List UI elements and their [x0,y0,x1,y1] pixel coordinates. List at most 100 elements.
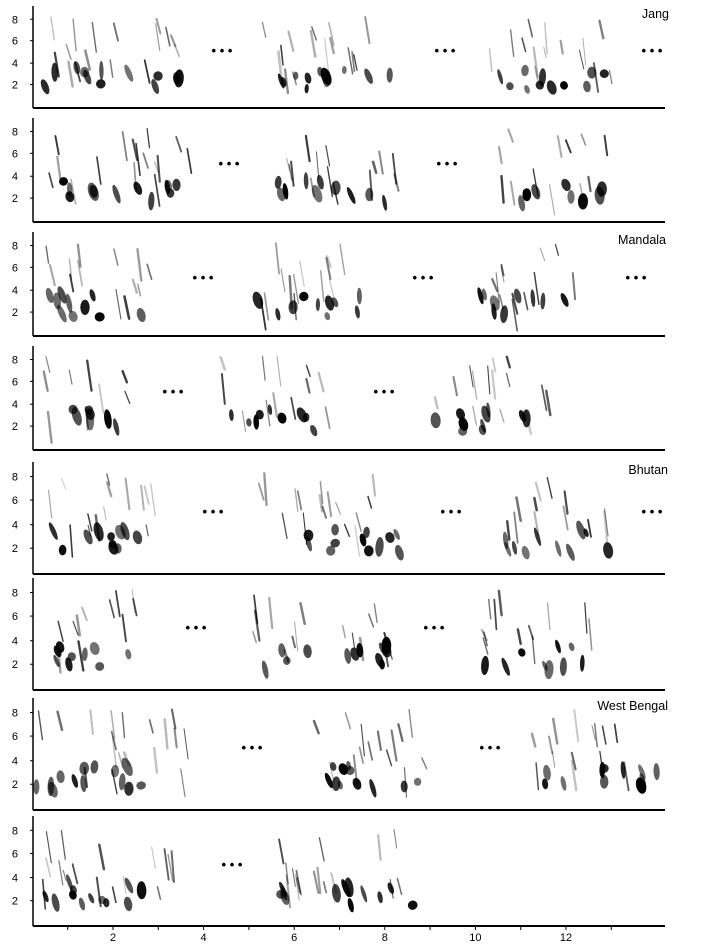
syllable-trace [153,173,161,207]
syllable-trace [325,145,331,167]
syllable-trace [295,873,300,901]
ellipsis-marker: • • • [413,270,434,285]
syllable-trace [324,38,329,71]
syllable-trace [131,278,139,294]
syllable-note [48,522,58,540]
syllable-trace [155,17,162,35]
song-segment [497,128,609,216]
y-tick-label: 8 [12,241,18,253]
syllable-trace [299,260,305,287]
syllable-note [533,527,542,546]
song-segment [45,243,153,323]
syllable-trace [371,160,378,174]
syllable-trace [145,524,149,537]
syllable-trace [293,621,299,652]
syllable-note [638,764,646,780]
syllable-trace [108,599,115,619]
syllable-trace [302,512,308,546]
y-tick-label: 4 [12,520,18,532]
syllable-trace [57,620,64,643]
syllable-trace [534,481,542,502]
syllable-trace [367,741,374,761]
syllable-trace [115,590,121,618]
syllable-note [305,536,312,552]
syllable-note [99,60,104,81]
syllable-trace [121,613,127,643]
syllable-note [311,184,323,203]
syllable-note [599,69,609,79]
syllable-note [83,529,93,545]
ellipsis-marker: • • • [374,384,395,399]
syllable-trace [70,178,77,205]
syllable-trace [56,643,62,674]
syllable-trace [220,373,226,405]
syllable-trace [268,596,274,630]
song-segment [312,709,428,798]
syllable-trace [180,768,186,798]
syllable-trace [150,483,156,517]
y-tick-label: 2 [12,193,18,205]
syllable-trace [60,477,67,490]
syllable-trace [570,751,577,771]
syllable-note [59,177,68,186]
syllable-trace [540,384,548,412]
syllable-trace [288,275,293,310]
syllable-note [506,82,514,91]
syllable-note [113,418,120,436]
ellipsis-marker: • • • [193,270,214,285]
y-tick-label: 4 [12,636,18,648]
syllable-trace [329,36,335,55]
song-segment [502,476,614,561]
syllable-note [112,184,121,204]
syllable-trace [98,843,106,871]
syllable-note [567,190,575,204]
syllable-note [136,881,147,900]
ellipsis-marker: • • • [163,384,184,399]
syllable-note [568,642,575,652]
syllable-note [90,760,99,774]
x-tick-label: 6 [291,932,297,944]
syllable-note [164,179,172,193]
syllable-trace [367,495,373,509]
syllable-trace [343,523,351,538]
song-segment [488,18,613,95]
syllable-note [560,81,568,90]
syllable-note [80,299,90,315]
syllable-note [407,900,418,910]
syllable-note [350,647,360,661]
song-segment [252,594,393,679]
syllable-note [555,639,561,654]
syllable-trace [252,630,258,644]
syllable-trace [53,51,60,78]
syllable-trace [121,370,129,384]
syllable-trace [527,18,534,38]
x-tick-label: 8 [382,932,388,944]
syllable-note [310,425,318,437]
syllable-trace [335,502,341,515]
syllable-trace [505,355,511,369]
syllable-trace [304,134,311,163]
syllable-note [579,654,585,672]
syllable-note [94,312,105,322]
syllable-trace [482,637,489,655]
ellipsis-marker: • • • [203,504,224,519]
syllable-note [33,779,40,795]
syllable-trace [170,850,175,883]
syllable-trace [360,723,365,757]
spectrogram-panel: 2 4 6 8 West Bengal • • • • • • [12,698,668,811]
syllable-trace [318,837,325,862]
y-tick-label: 6 [12,148,18,160]
syllable-note [89,642,100,655]
syllable-trace [81,606,88,622]
y-tick-label: 8 [12,708,18,720]
syllable-note [124,64,134,82]
spectrogram-panel: 2 4 6 8 • • • • • • [12,346,665,451]
song-segment [47,473,156,558]
syllable-trace [533,496,539,512]
y-tick-label: 8 [12,127,18,139]
syllable-note [89,184,98,198]
syllable-trace [96,156,102,185]
syllable-trace [68,258,73,280]
syllable-trace [131,138,139,161]
ellipsis-marker: • • • [626,270,647,285]
